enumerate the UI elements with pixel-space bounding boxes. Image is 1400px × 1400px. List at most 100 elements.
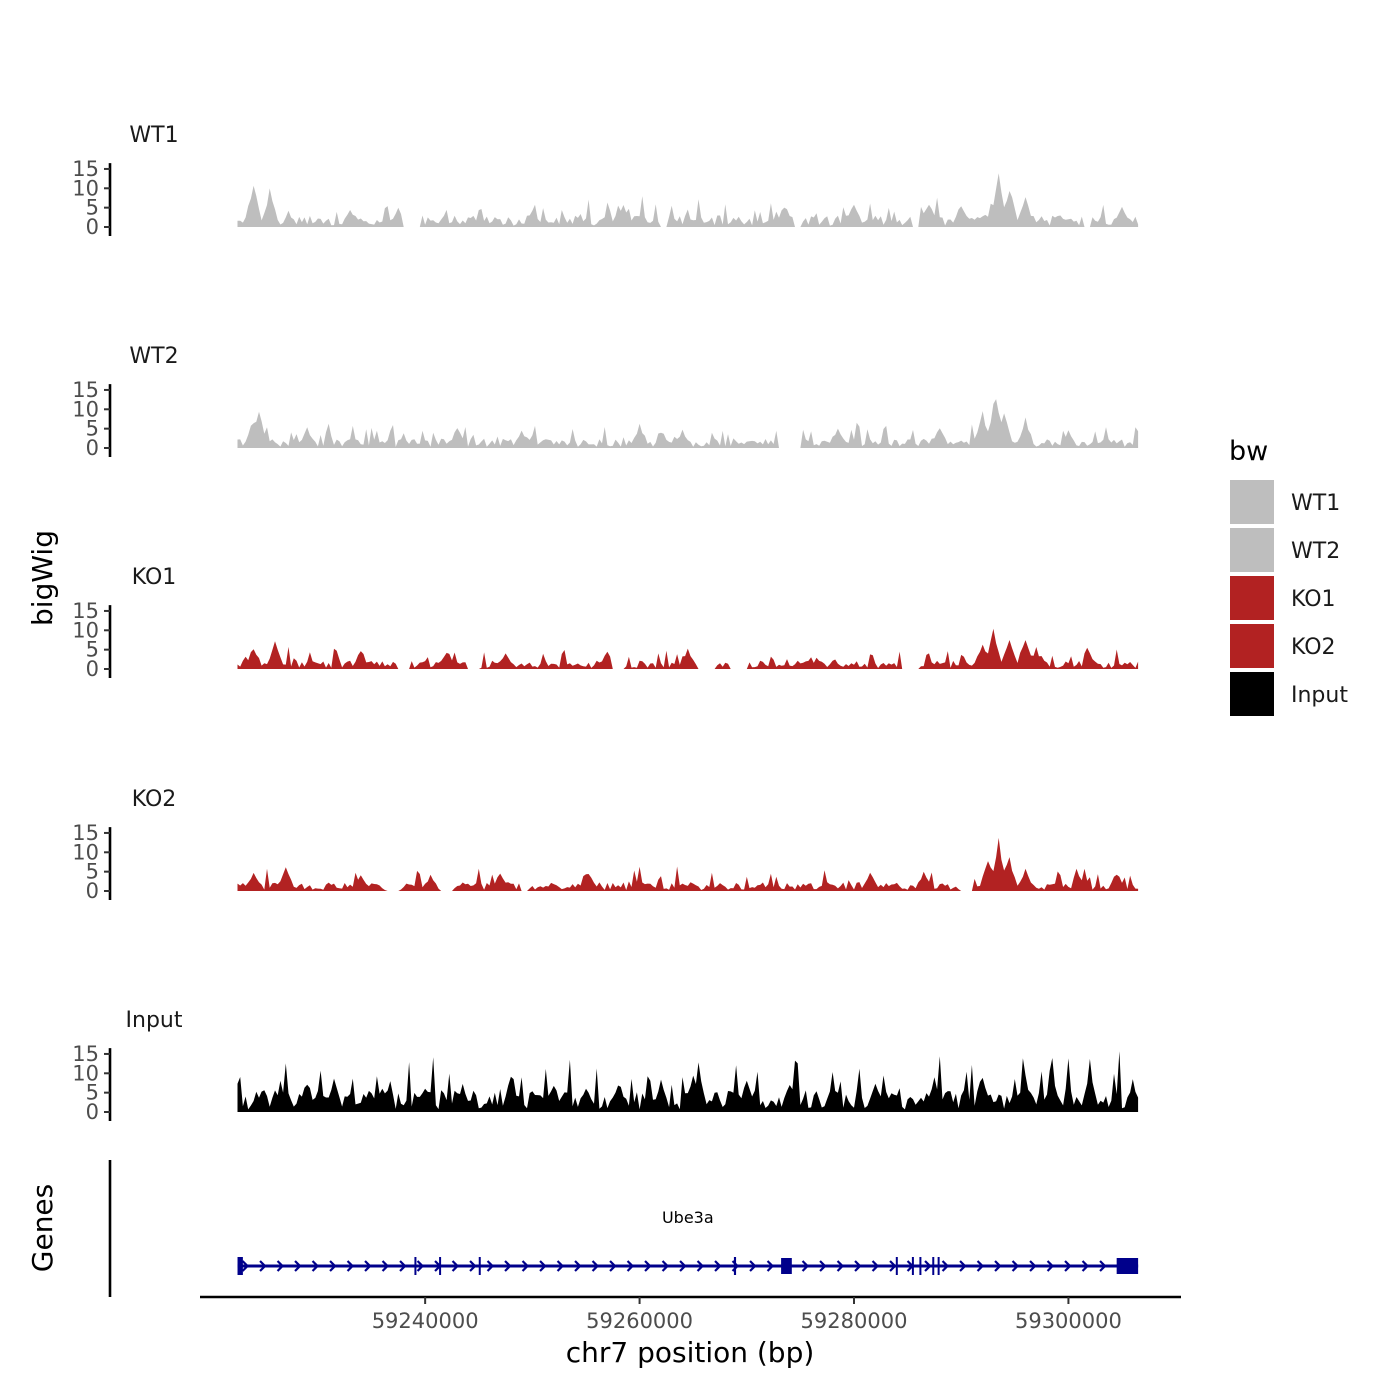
x-tick-label: 59300000 <box>1015 1309 1122 1333</box>
gene-track-title: Genes <box>26 1184 59 1272</box>
x-tick-label: 59280000 <box>801 1309 908 1333</box>
y-tick-label: 10 <box>72 1061 99 1085</box>
strand-arrow <box>994 1260 1002 1272</box>
gene-track: Ube3a <box>108 1160 1139 1297</box>
y-tick-label: 0 <box>86 436 99 460</box>
strand-arrow <box>871 1260 880 1272</box>
strand-arrow <box>294 1260 302 1272</box>
signal-area-input <box>237 1051 1139 1112</box>
legend-label-ko1: KO1 <box>1291 587 1336 612</box>
signal-tracks: 051015WT1051015WT2051015KO1051015KO20510… <box>72 123 1139 1124</box>
legend-swatch-wt2 <box>1230 528 1274 572</box>
exon <box>478 1257 481 1275</box>
strand-arrow <box>1046 1260 1055 1272</box>
strand-arrow <box>539 1260 547 1272</box>
strand-arrow <box>329 1260 337 1272</box>
y-tick-label: 10 <box>72 176 99 200</box>
exon <box>1116 1258 1139 1274</box>
legend-title: bw <box>1229 436 1268 467</box>
y-tick-label: 0 <box>86 657 99 681</box>
strand-arrow <box>609 1260 617 1272</box>
strand-arrow <box>679 1260 687 1272</box>
y-tick-label: 5 <box>86 1081 99 1105</box>
x-tick-label: 59240000 <box>372 1309 479 1333</box>
x-axis-title: chr7 position (bp) <box>566 1336 815 1369</box>
y-tick-label: 5 <box>86 638 99 662</box>
y-tick-label: 15 <box>72 1042 99 1066</box>
legend: bw WT1 WT2 KO1 KO2 Input <box>1229 436 1348 716</box>
y-tick-label: 0 <box>86 1100 99 1124</box>
exon <box>932 1257 935 1275</box>
signal-area-wt2 <box>237 399 1139 448</box>
y-tick-label: 15 <box>72 378 99 402</box>
y-tick-label: 5 <box>86 417 99 441</box>
y-tick-label: 10 <box>72 840 99 864</box>
y-tick-label: 10 <box>72 397 99 421</box>
track-label: KO1 <box>132 565 177 590</box>
strand-arrow <box>1029 1260 1037 1272</box>
signal-area-ko1 <box>237 628 1139 669</box>
exon <box>781 1258 792 1274</box>
strand-arrow <box>574 1260 582 1272</box>
strand-arrow <box>661 1260 670 1272</box>
strand-arrow <box>854 1260 862 1272</box>
strand-arrow <box>924 1260 932 1272</box>
strand-arrow <box>399 1260 407 1272</box>
strand-arrow <box>1081 1260 1090 1272</box>
track-label: WT1 <box>129 123 178 148</box>
y-tick-label: 10 <box>72 618 99 642</box>
strand-arrow <box>959 1260 967 1272</box>
strand-arrow <box>591 1260 600 1272</box>
strand-arrow <box>469 1260 477 1272</box>
strand-arrow <box>749 1260 757 1272</box>
strand-arrow <box>766 1260 775 1272</box>
strand-arrow <box>311 1260 320 1272</box>
strand-arrow <box>1064 1260 1072 1272</box>
exon <box>895 1257 898 1275</box>
strand-arrow <box>976 1260 985 1272</box>
y-tick-label: 15 <box>72 821 99 845</box>
legend-swatch-input <box>1230 672 1274 716</box>
exon <box>937 1257 940 1275</box>
x-tick-label: 59260000 <box>586 1309 693 1333</box>
strand-arrow <box>346 1260 355 1272</box>
legend-label-wt2: WT2 <box>1291 539 1340 564</box>
legend-label-wt1: WT1 <box>1291 491 1340 516</box>
strand-arrow <box>644 1260 652 1272</box>
track-label: Input <box>126 1008 183 1033</box>
strand-arrow <box>276 1260 285 1272</box>
strand-arrow <box>504 1260 512 1272</box>
strand-arrow <box>836 1260 845 1272</box>
y-tick-label: 15 <box>72 599 99 623</box>
legend-label-ko2: KO2 <box>1291 635 1336 660</box>
strand-arrow <box>941 1260 950 1272</box>
strand-arrow <box>1099 1260 1107 1272</box>
gene-label: Ube3a <box>662 1208 714 1227</box>
y-axis-title: bigWig <box>26 530 59 626</box>
legend-label-input: Input <box>1291 683 1348 708</box>
exon <box>733 1257 737 1275</box>
strand-arrow <box>381 1260 390 1272</box>
strand-arrow <box>451 1260 460 1272</box>
y-tick-label: 5 <box>86 860 99 884</box>
strand-arrow <box>696 1260 705 1272</box>
legend-swatch-wt1 <box>1230 480 1274 524</box>
y-tick-label: 0 <box>86 215 99 239</box>
exon <box>439 1257 442 1275</box>
strand-arrow <box>259 1260 267 1272</box>
strand-arrow <box>364 1260 372 1272</box>
strand-arrow <box>801 1260 810 1272</box>
exon <box>919 1257 922 1275</box>
legend-swatch-ko2 <box>1230 624 1274 668</box>
y-tick-label: 5 <box>86 196 99 220</box>
exon <box>911 1257 914 1275</box>
strand-arrow <box>241 1260 250 1272</box>
strand-arrow <box>1011 1260 1020 1272</box>
strand-arrow <box>819 1260 827 1272</box>
strand-arrow <box>626 1260 635 1272</box>
